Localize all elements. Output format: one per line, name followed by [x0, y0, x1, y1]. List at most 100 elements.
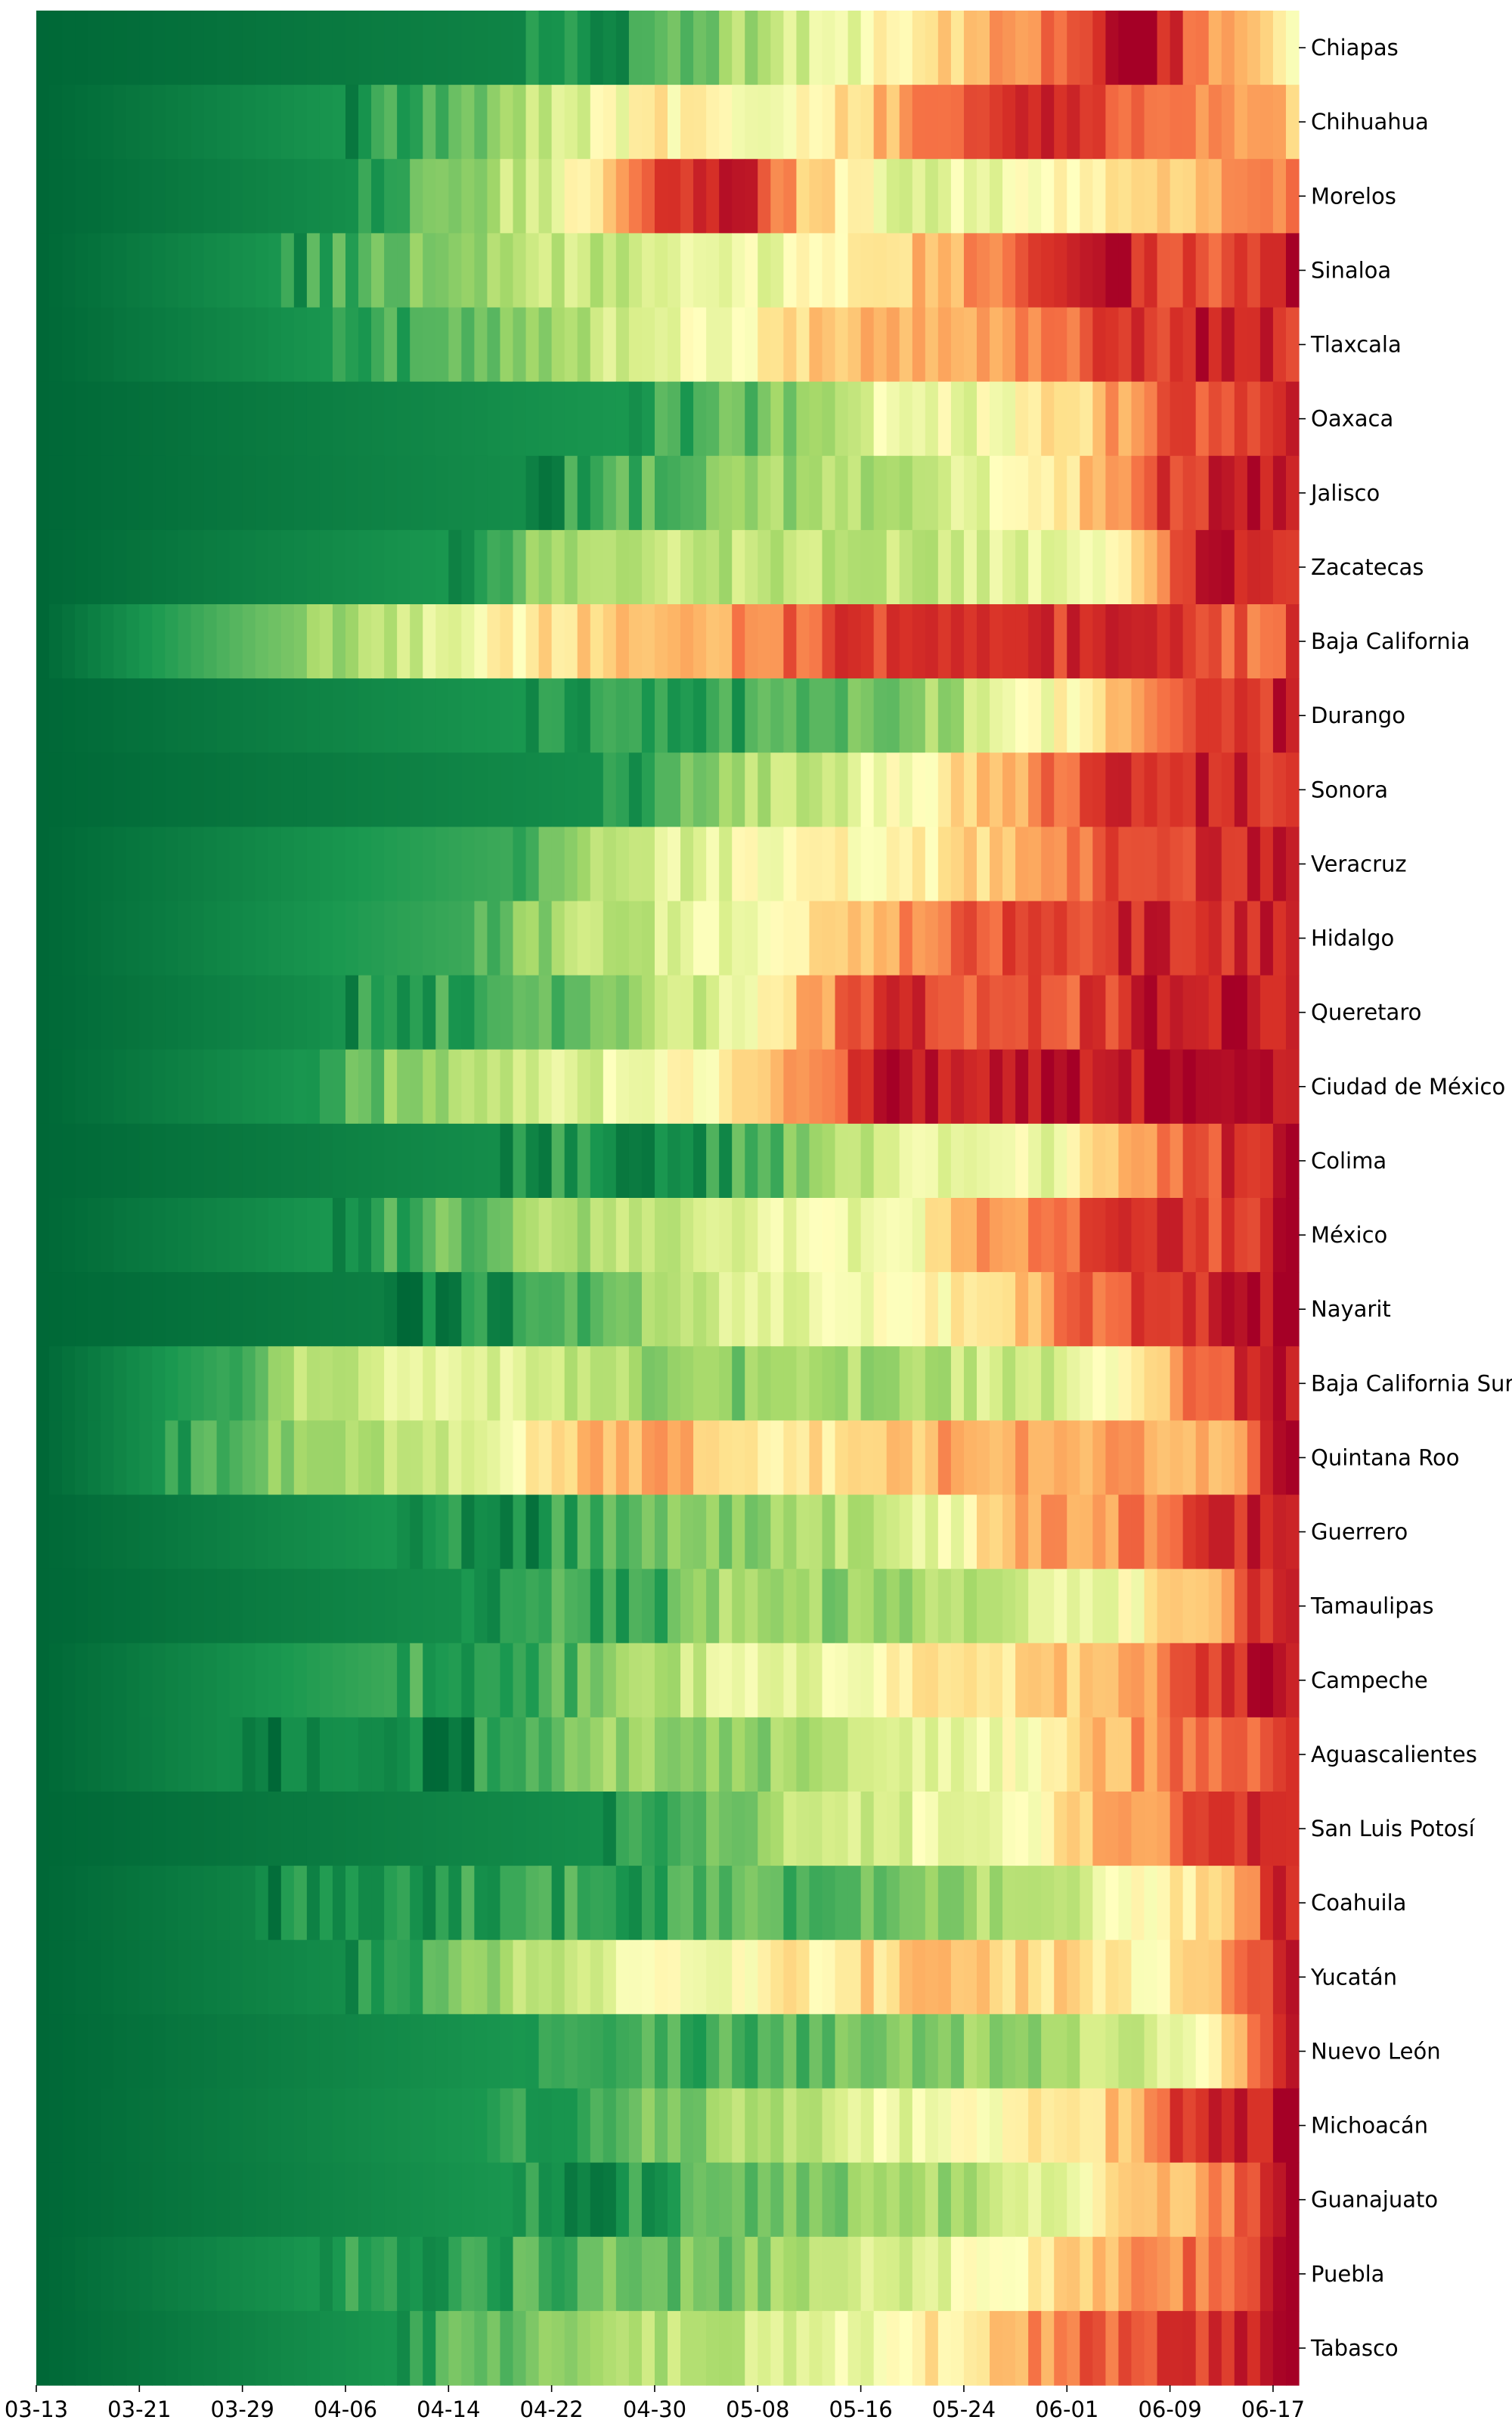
- heatmap-cell: [500, 2236, 514, 2312]
- heatmap-cell: [1002, 2088, 1016, 2164]
- heatmap-cell: [990, 975, 1003, 1050]
- heatmap-cell: [835, 1568, 849, 1644]
- heatmap-cell: [1234, 1717, 1248, 1792]
- heatmap-cell: [1259, 1049, 1274, 1125]
- heatmap-cell: [474, 1568, 488, 1644]
- heatmap-cell: [203, 2236, 218, 2312]
- heatmap-cell: [525, 1717, 540, 1792]
- y-tick-label: Oaxaca: [1311, 406, 1393, 432]
- heatmap-cell: [783, 159, 798, 234]
- heatmap-cell: [1170, 678, 1184, 753]
- heatmap-cell: [1157, 381, 1171, 457]
- heatmap-cell: [191, 529, 205, 605]
- heatmap-cell: [242, 1049, 256, 1125]
- heatmap-cell: [1028, 1420, 1042, 1496]
- heatmap-cell: [126, 11, 140, 85]
- heatmap-cell: [49, 975, 63, 1050]
- heatmap-cell: [397, 2162, 411, 2238]
- heatmap-cell: [590, 1420, 604, 1496]
- heatmap-cell: [203, 827, 218, 902]
- heatmap-cell: [603, 2088, 617, 2164]
- heatmap-cell: [577, 381, 591, 457]
- heatmap-cell: [538, 233, 553, 309]
- heatmap-cell: [873, 1420, 888, 1496]
- heatmap-cell: [835, 901, 849, 976]
- heatmap-cell: [500, 1346, 514, 1421]
- heatmap-cell: [280, 604, 295, 679]
- heatmap-cell: [899, 1494, 913, 1570]
- heatmap-cell: [88, 455, 101, 531]
- heatmap-cell: [809, 1346, 823, 1421]
- heatmap-cell: [783, 1198, 798, 1273]
- heatmap-cell: [577, 827, 591, 902]
- x-tick-label: 04-14: [417, 2397, 480, 2420]
- heatmap-cell: [925, 307, 939, 383]
- heatmap-cell: [1028, 1717, 1042, 1792]
- heatmap-cell: [268, 85, 282, 160]
- heatmap-cell: [886, 85, 900, 160]
- heatmap-cell: [139, 1420, 153, 1496]
- heatmap-cell: [835, 1272, 849, 1347]
- heatmap-cell: [822, 1123, 836, 1199]
- heatmap-cell: [963, 678, 978, 753]
- heatmap-cell: [963, 455, 978, 531]
- heatmap-cell: [886, 2014, 900, 2089]
- heatmap-cell: [268, 1717, 282, 1792]
- heatmap-cell: [990, 1568, 1003, 1644]
- heatmap-cell: [461, 1346, 475, 1421]
- heatmap-cell: [345, 1198, 359, 1273]
- heatmap-cell: [719, 2014, 733, 2089]
- heatmap-cell: [758, 1346, 771, 1421]
- heatmap-cell: [551, 604, 565, 679]
- heatmap-cell: [384, 85, 398, 160]
- heatmap-cell: [1041, 2088, 1055, 2164]
- heatmap-cell: [680, 1420, 694, 1496]
- heatmap-cell: [1105, 901, 1120, 976]
- heatmap-cell: [886, 381, 900, 457]
- heatmap-cell: [976, 1346, 990, 1421]
- heatmap-cell: [758, 1940, 771, 2015]
- heatmap-cell: [758, 2014, 771, 2089]
- heatmap-cell: [293, 1198, 308, 1273]
- heatmap-cell: [242, 1494, 256, 1570]
- heatmap-cell: [1157, 85, 1171, 160]
- heatmap-cell: [152, 233, 166, 309]
- heatmap-cell: [963, 233, 978, 309]
- heatmap-cell: [1028, 159, 1042, 234]
- heatmap-cell: [306, 1123, 321, 1199]
- heatmap-cell: [886, 1420, 900, 1496]
- heatmap-cell: [1259, 2236, 1274, 2312]
- heatmap-cell: [1247, 1717, 1261, 1792]
- heatmap-cell: [641, 678, 655, 753]
- heatmap-cell: [899, 307, 913, 383]
- heatmap-cell: [551, 529, 565, 605]
- heatmap-cell: [423, 307, 436, 383]
- heatmap-cell: [1131, 1792, 1145, 1866]
- heatmap-cell: [1092, 2236, 1106, 2312]
- heatmap-cell: [152, 159, 166, 234]
- heatmap-cell: [126, 975, 140, 1050]
- heatmap-cell: [36, 307, 50, 383]
- heatmap-cell: [1247, 1346, 1261, 1421]
- heatmap-cell: [577, 901, 591, 976]
- heatmap-cell: [1144, 455, 1158, 531]
- heatmap-cell: [448, 678, 462, 753]
- heatmap-cell: [1002, 85, 1016, 160]
- heatmap-cell: [1002, 159, 1016, 234]
- heatmap-cell: [500, 1940, 514, 2015]
- heatmap-cell: [203, 2310, 218, 2386]
- heatmap-cell: [680, 1866, 694, 1941]
- heatmap-cell: [912, 233, 926, 309]
- heatmap-cell: [435, 1940, 449, 2015]
- heatmap-cell: [1080, 827, 1093, 902]
- heatmap-cell: [693, 2162, 707, 2238]
- heatmap-cell: [293, 381, 308, 457]
- heatmap-cell: [1118, 381, 1132, 457]
- heatmap-cell: [1259, 901, 1274, 976]
- heatmap-cell: [36, 1643, 50, 1718]
- heatmap-cell: [62, 1123, 76, 1199]
- heatmap-cell: [835, 678, 849, 753]
- heatmap-cell: [384, 2014, 398, 2089]
- heatmap-cell: [280, 2310, 295, 2386]
- heatmap-cell: [847, 1866, 862, 1941]
